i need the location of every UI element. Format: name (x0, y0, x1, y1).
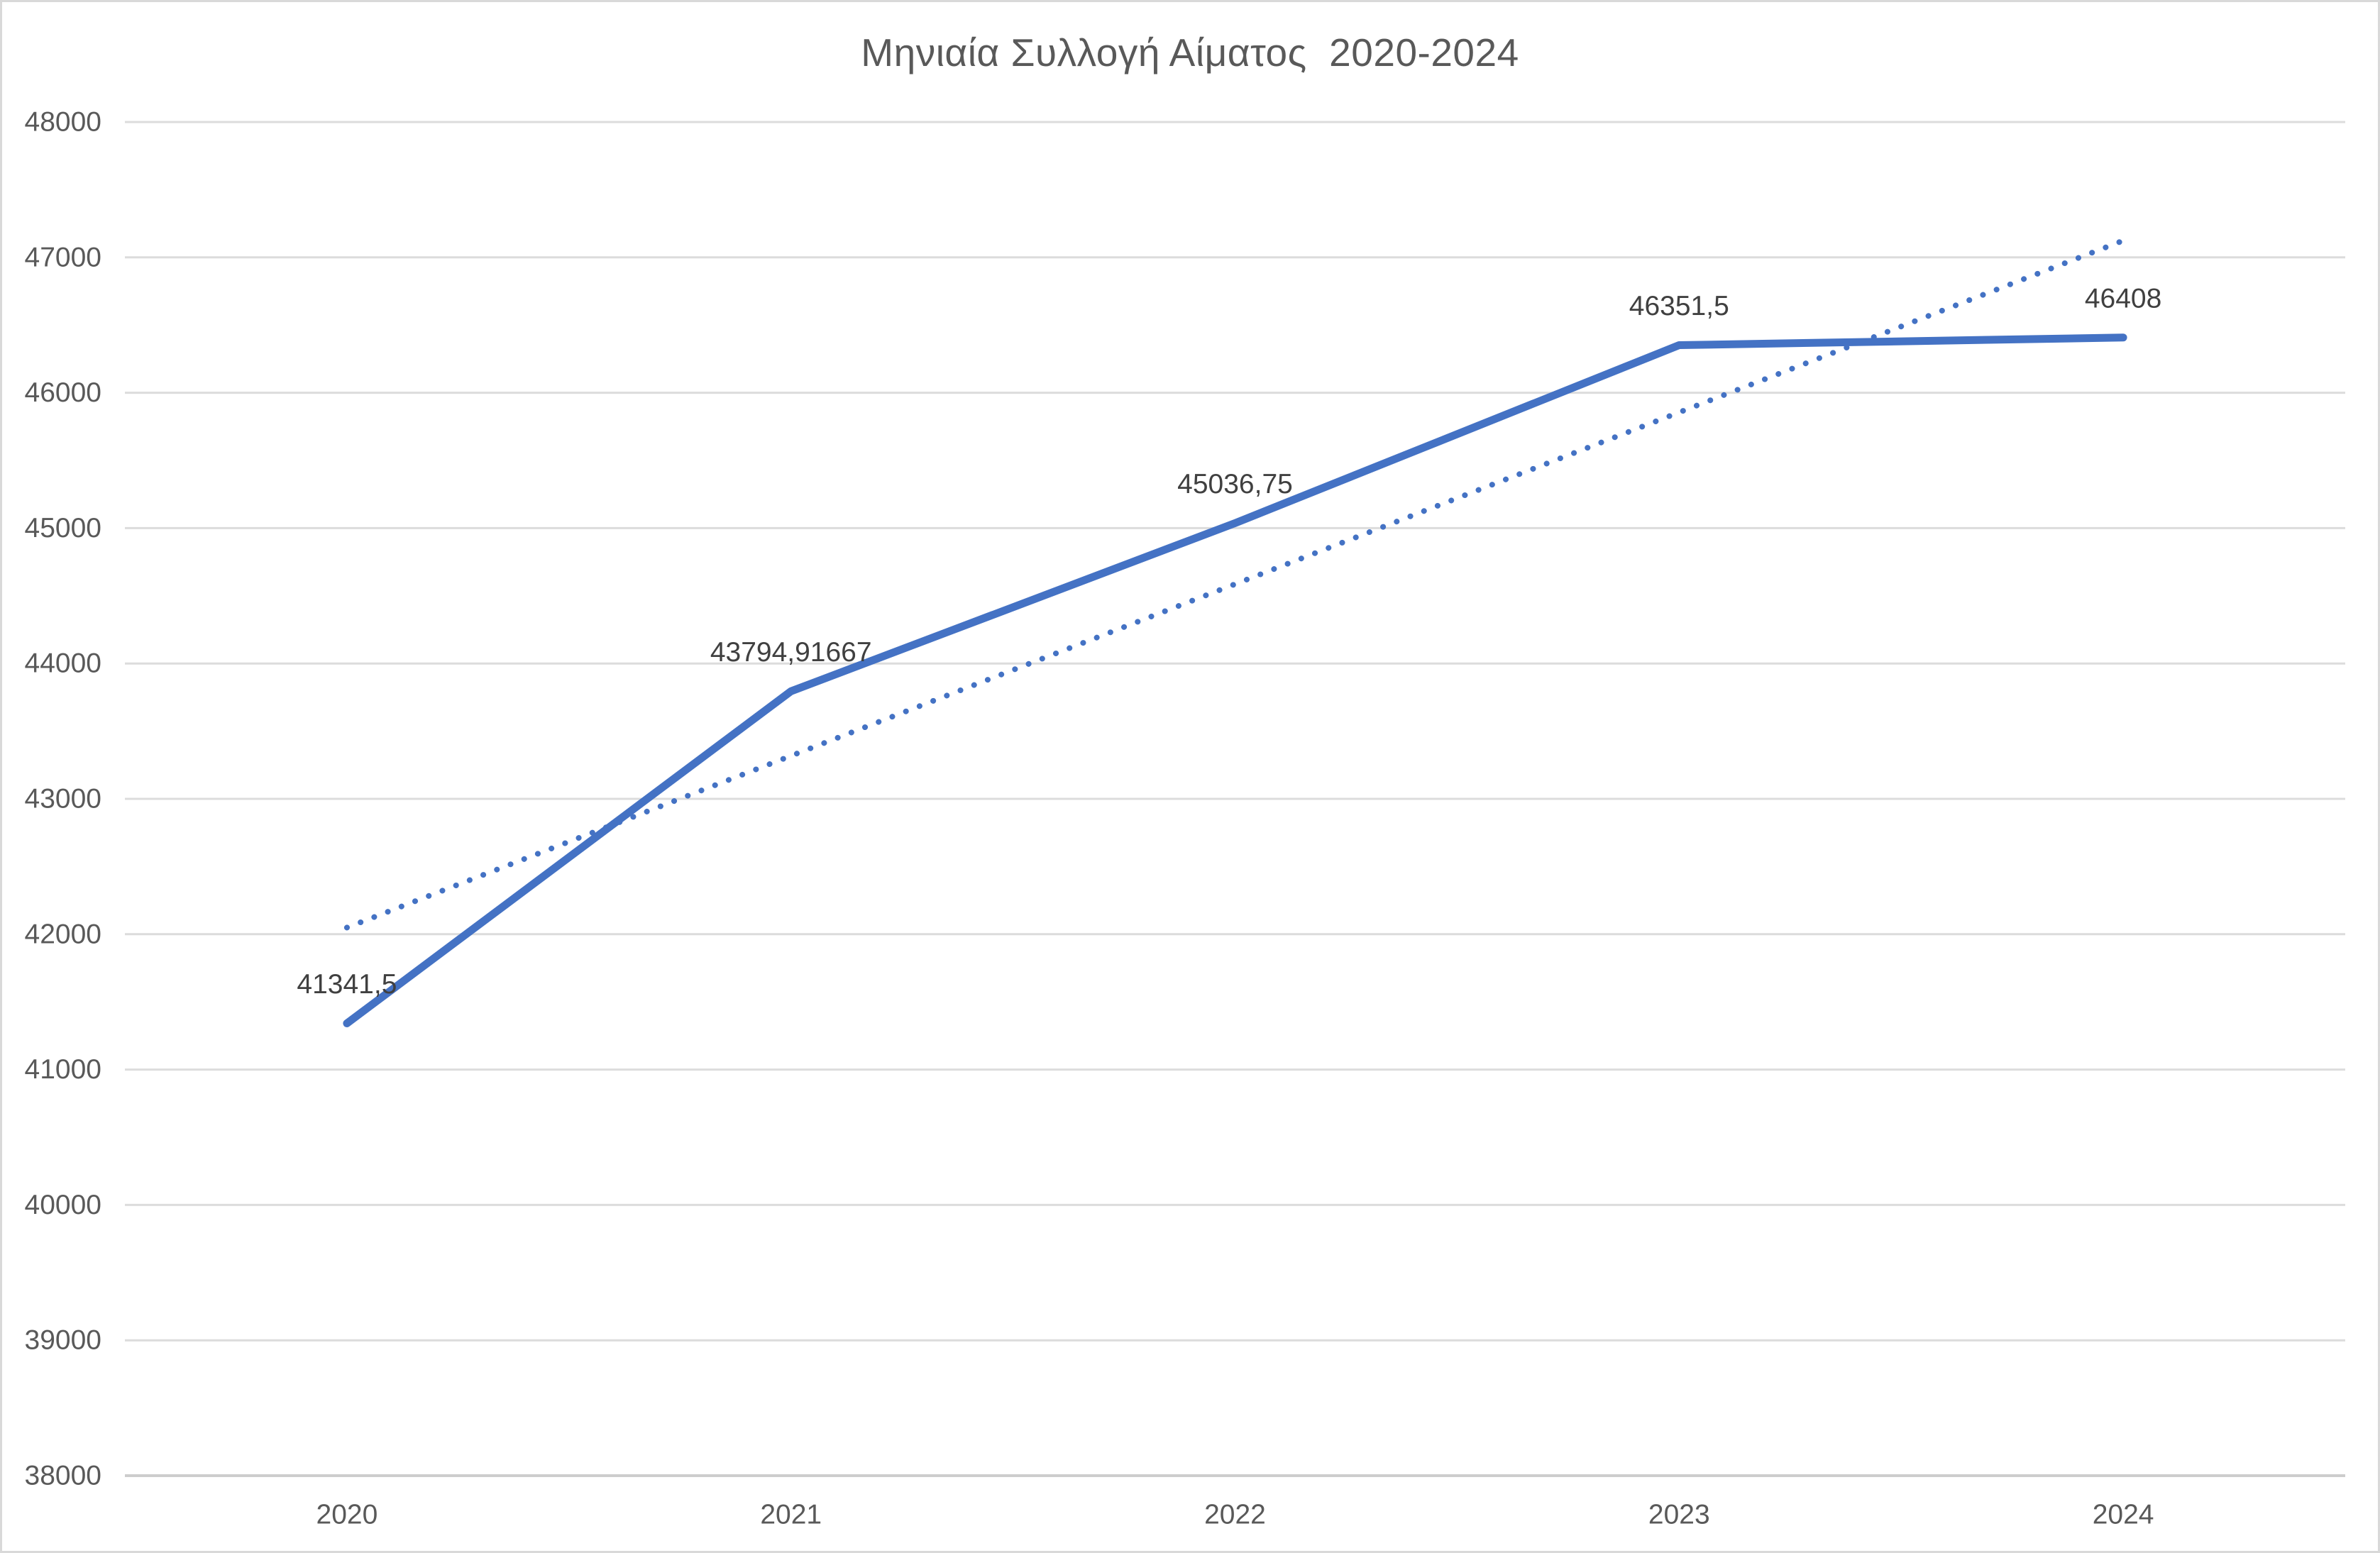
data-label: 41341,5 (297, 969, 397, 1000)
x-tick-label: 2023 (1648, 1500, 1710, 1530)
y-tick-label: 45000 (25, 513, 101, 543)
y-tick-label: 41000 (25, 1054, 101, 1085)
y-tick-label: 42000 (25, 919, 101, 949)
y-tick-label: 43000 (25, 784, 101, 814)
data-label: 46351,5 (1629, 291, 1729, 321)
x-tick-label: 2022 (1204, 1500, 1266, 1530)
data-label: 43794,91667 (710, 637, 872, 668)
y-tick-label: 47000 (25, 242, 101, 272)
data-label: 46408 (2085, 283, 2161, 314)
x-tick-label: 2021 (760, 1500, 822, 1530)
data-label: 45036,75 (1177, 469, 1293, 499)
trendline (343, 238, 2127, 931)
chart-title: Μηνιαία Συλλογή Αίματος 2020-2024 (861, 31, 1519, 74)
series-line (343, 333, 2127, 1027)
y-tick-label: 46000 (25, 377, 101, 408)
y-tick-label: 38000 (25, 1461, 101, 1491)
y-tick-label: 39000 (25, 1325, 101, 1356)
y-tick-label: 40000 (25, 1190, 101, 1220)
y-tick-label: 48000 (25, 107, 101, 138)
y-tick-label: 44000 (25, 648, 101, 679)
x-tick-label: 2024 (2093, 1500, 2154, 1530)
x-tick-label: 2020 (316, 1500, 378, 1530)
